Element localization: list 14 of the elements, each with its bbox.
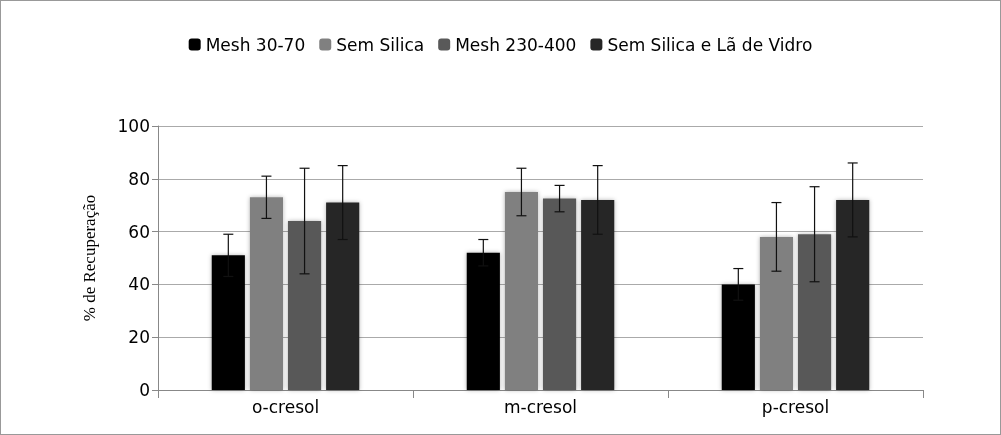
legend-label: Mesh 230-400	[455, 34, 577, 55]
x-tick-label: m-cresol	[503, 396, 578, 417]
y-tick-label: 60	[128, 221, 150, 242]
legend-label: Sem Silica e Lã de Vidro	[607, 34, 813, 55]
legend-label: Mesh 30-70	[205, 34, 306, 55]
x-tick-label: p-cresol	[761, 396, 830, 417]
y-tick-label: 0	[139, 380, 150, 400]
y-tick-label: 100	[117, 116, 150, 136]
y-axis-title: % de Recuperação	[80, 194, 99, 322]
y-tick-label: 80	[128, 168, 150, 189]
legend-label: Sem Silica	[336, 34, 425, 55]
x-tick-label: o-cresol	[251, 396, 320, 417]
y-tick-label: 20	[128, 327, 150, 348]
y-tick-label: 40	[128, 274, 150, 295]
